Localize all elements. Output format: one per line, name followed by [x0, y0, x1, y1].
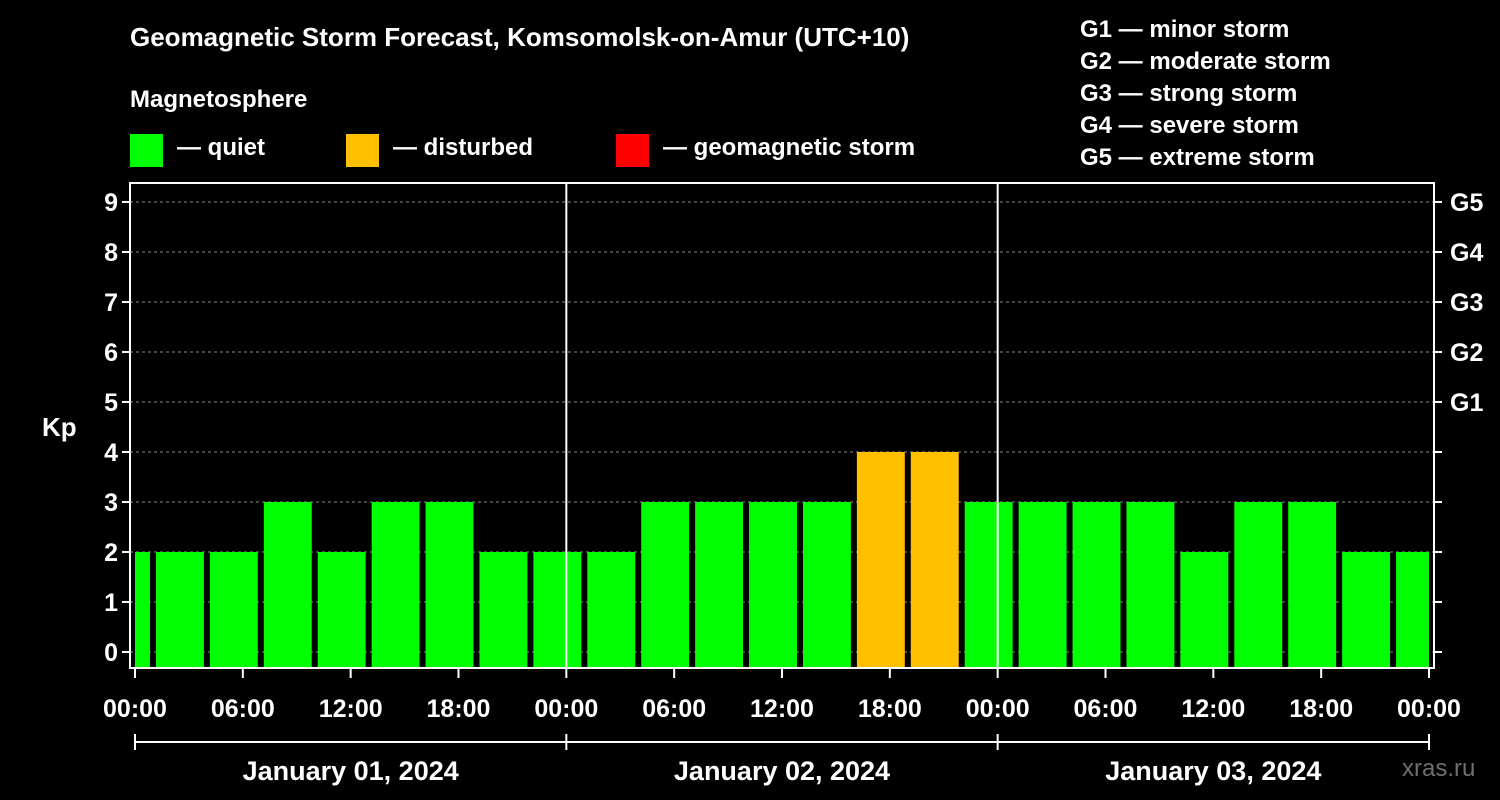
day-label: January 03, 2024 [1105, 756, 1321, 786]
g-level-tick-label: G1 [1450, 389, 1483, 417]
kp-bar [695, 502, 744, 668]
kp-bar [1180, 552, 1229, 668]
legend-swatch-disturbed [346, 134, 379, 167]
legend-swatch-storm [616, 134, 649, 167]
kp-bar [425, 502, 474, 668]
y-tick-label: 5 [104, 389, 118, 417]
kp-bar [587, 552, 636, 668]
kp-bar [533, 552, 582, 668]
x-tick-label: 12:00 [319, 695, 383, 723]
chart-title: Geomagnetic Storm Forecast, Komsomolsk-o… [130, 22, 910, 52]
x-tick-label: 06:00 [211, 695, 275, 723]
storm-level-g3: G3 — strong storm [1080, 80, 1298, 107]
kp-bar [1396, 552, 1429, 668]
kp-bar [1072, 502, 1121, 668]
storm-level-g1: G1 — minor storm [1080, 16, 1290, 43]
kp-bar [371, 502, 420, 668]
y-tick-label: 0 [104, 639, 118, 667]
x-tick-label: 12:00 [750, 695, 814, 723]
kp-bar [209, 552, 258, 668]
x-tick-label: 00:00 [966, 695, 1030, 723]
kp-bar [1288, 502, 1337, 668]
x-tick-label: 06:00 [642, 695, 706, 723]
y-axis-label: Kp [42, 412, 77, 442]
x-tick-label: 00:00 [534, 695, 598, 723]
x-tick-label: 00:00 [1397, 695, 1461, 723]
kp-bar [641, 502, 690, 668]
legend-heading: Magnetosphere [130, 86, 308, 113]
kp-bar [1126, 502, 1175, 668]
y-tick-label: 2 [104, 539, 118, 567]
kp-bar [155, 552, 204, 668]
y-tick-label: 6 [104, 339, 118, 367]
legend-swatch-quiet [130, 134, 163, 167]
g-level-tick-label: G4 [1450, 239, 1483, 267]
g-level-tick-label: G2 [1450, 339, 1483, 367]
kp-bar [964, 502, 1013, 668]
legend-label-disturbed: — disturbed [393, 134, 534, 161]
legend-label-quiet: — quiet [177, 134, 265, 161]
y-tick-label: 4 [104, 439, 118, 467]
kp-bar [317, 552, 366, 668]
kp-bar [749, 502, 797, 668]
x-tick-label: 00:00 [103, 695, 167, 723]
y-tick-label: 8 [104, 239, 118, 267]
kp-bar [1342, 552, 1391, 668]
x-tick-label: 06:00 [1074, 695, 1138, 723]
kp-bar [802, 502, 851, 668]
kp-bar [856, 452, 905, 668]
day-label: January 02, 2024 [674, 756, 890, 786]
legend-label-storm: — geomagnetic storm [663, 134, 916, 161]
kp-bar [135, 552, 150, 668]
y-tick-label: 3 [104, 489, 118, 517]
x-tick-label: 18:00 [427, 695, 491, 723]
kp-bar [263, 502, 312, 668]
kp-bar [479, 552, 528, 668]
g-level-tick-label: G5 [1450, 189, 1483, 217]
y-tick-label: 1 [104, 589, 118, 617]
kp-bar [1018, 502, 1067, 668]
kp-bar [1234, 502, 1283, 668]
x-tick-label: 18:00 [1289, 695, 1353, 723]
x-tick-label: 12:00 [1181, 695, 1245, 723]
watermark: xras.ru [1402, 755, 1476, 782]
day-label: January 01, 2024 [243, 756, 459, 786]
kp-bar [910, 452, 959, 668]
y-tick-label: 7 [104, 289, 118, 317]
storm-level-g4: G4 — severe storm [1080, 112, 1299, 139]
y-tick-label: 9 [104, 189, 118, 217]
storm-level-g5: G5 — extreme storm [1080, 144, 1315, 171]
x-tick-label: 18:00 [858, 695, 922, 723]
storm-level-g2: G2 — moderate storm [1080, 48, 1331, 75]
g-level-tick-label: G3 [1450, 289, 1483, 317]
storm-levels-legend: G1 — minor storm G2 — moderate storm G3 … [1080, 14, 1331, 174]
